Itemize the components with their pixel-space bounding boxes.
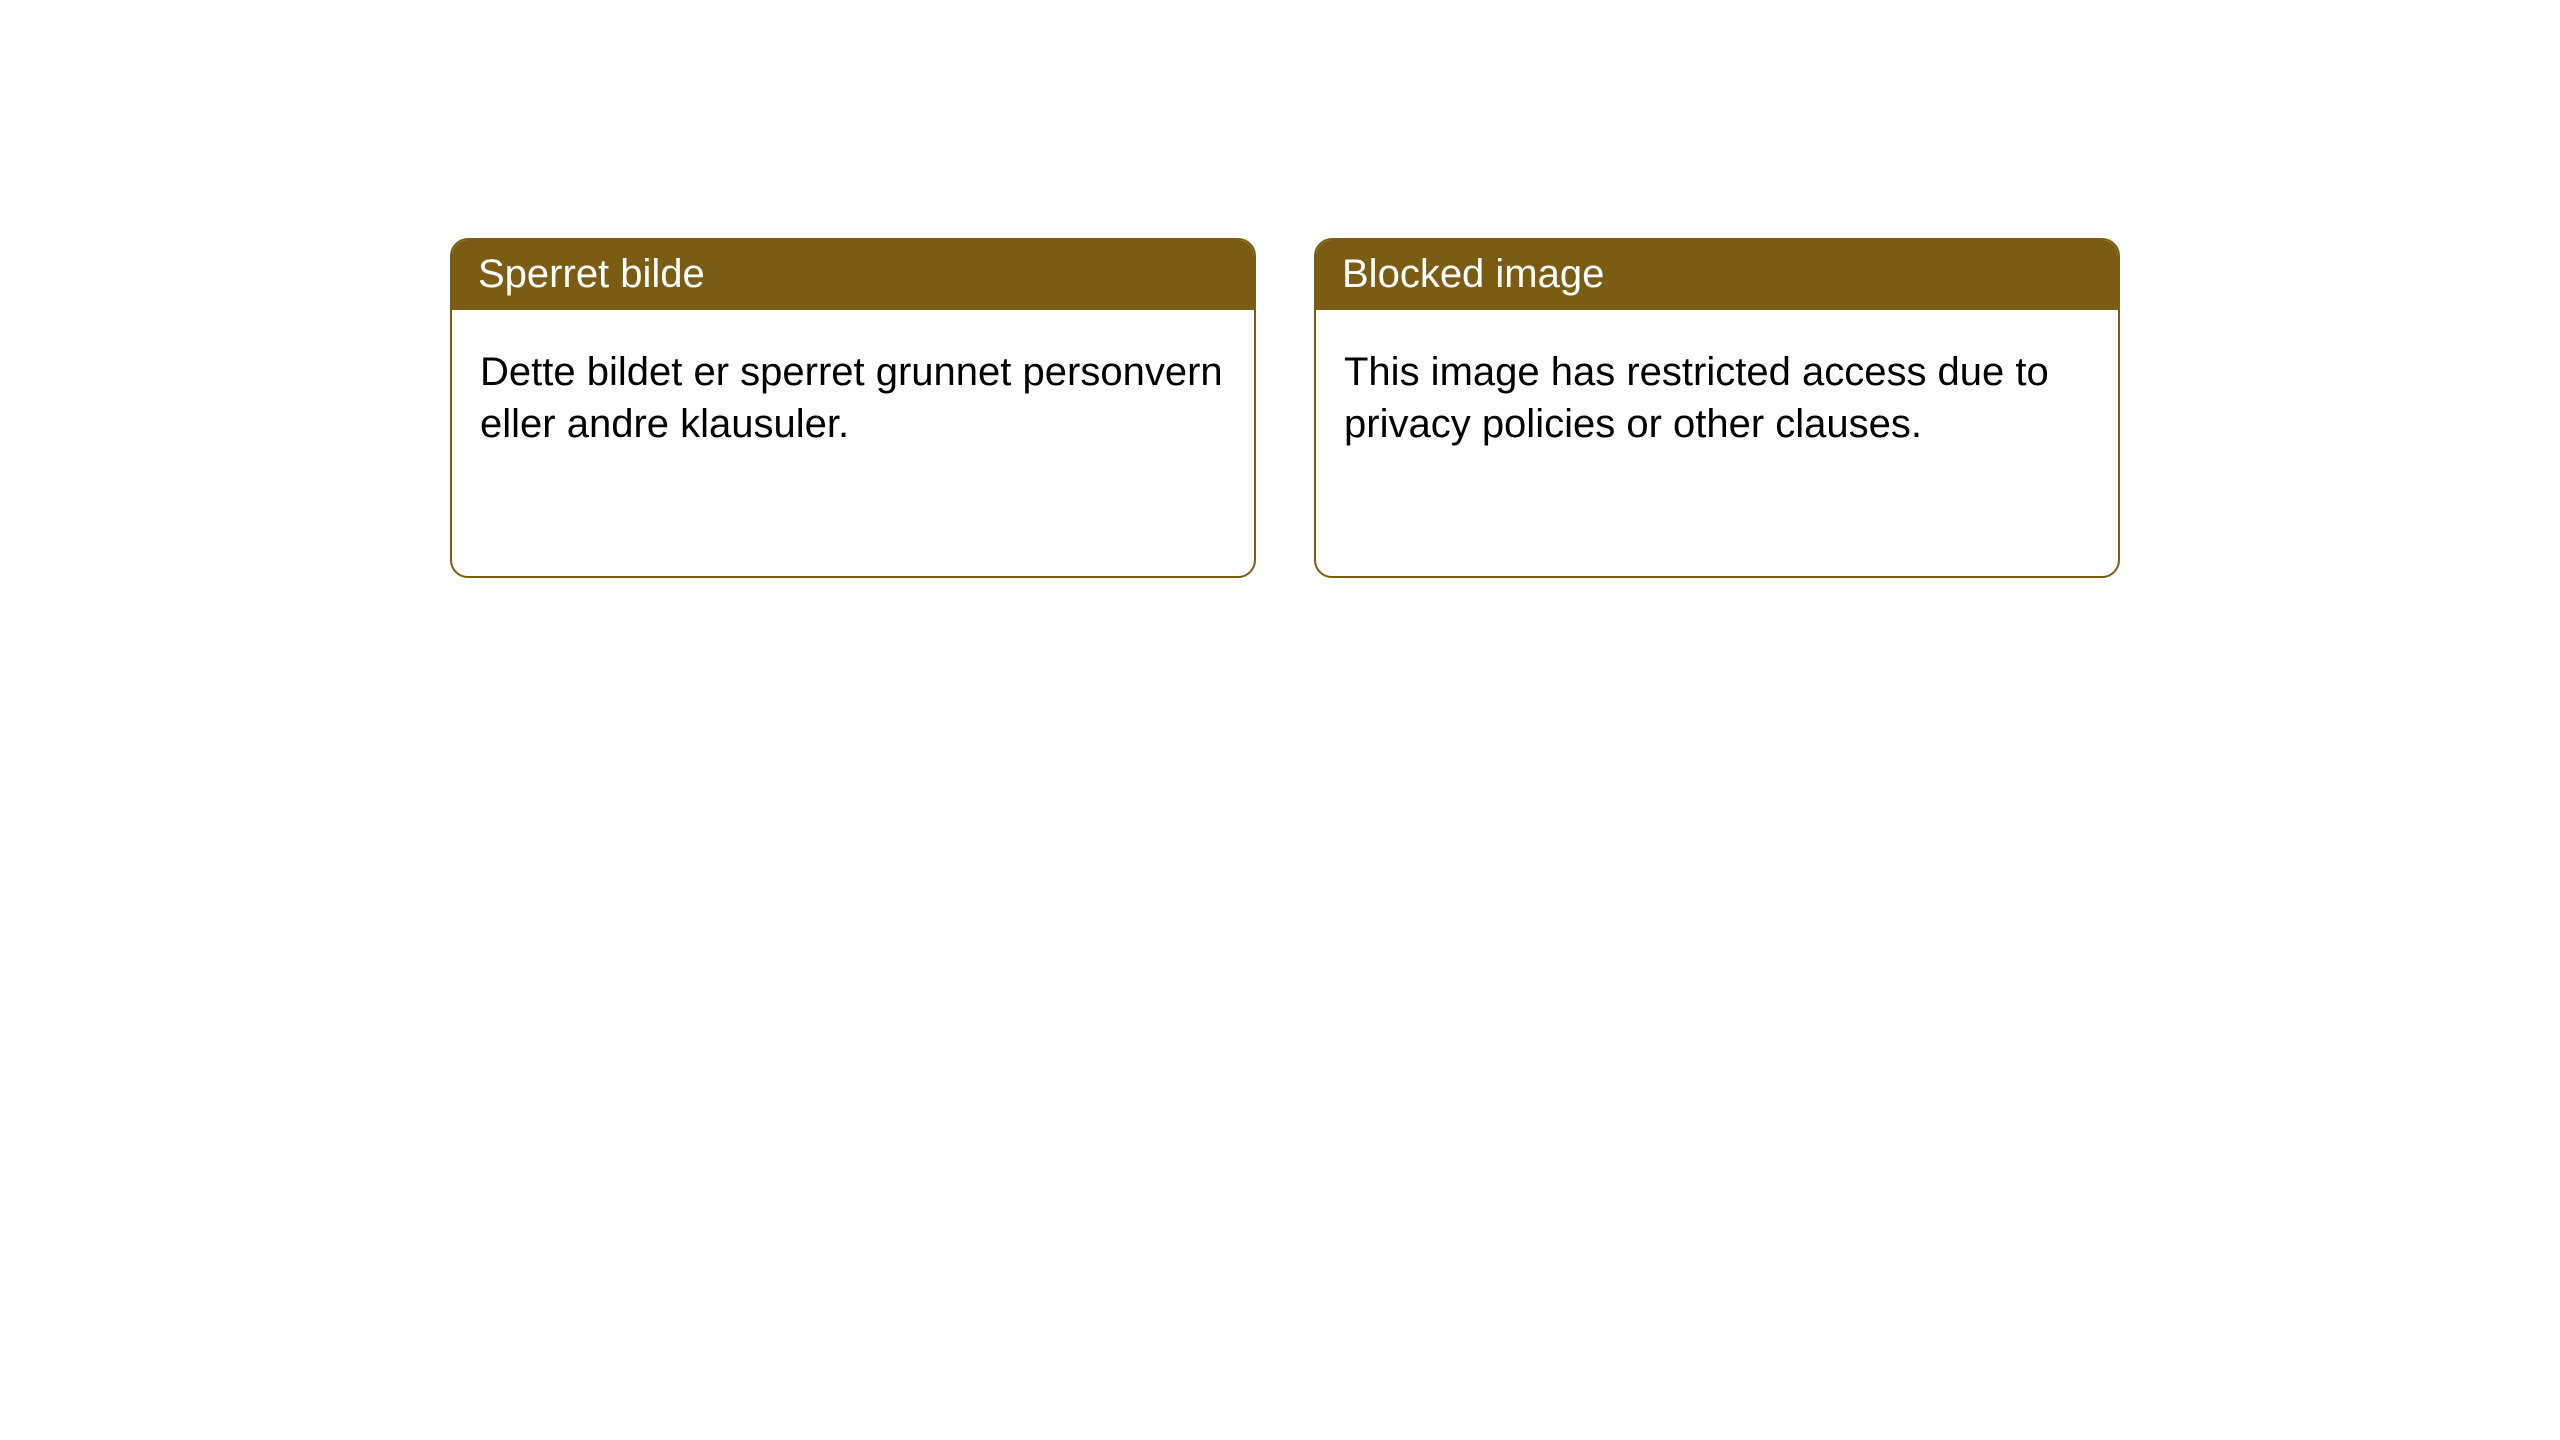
notice-body-norwegian: Dette bildet er sperret grunnet personve… bbox=[452, 310, 1254, 478]
notice-header-english: Blocked image bbox=[1316, 240, 2118, 310]
notice-body-english: This image has restricted access due to … bbox=[1316, 310, 2118, 478]
notice-header-norwegian: Sperret bilde bbox=[452, 240, 1254, 310]
notice-card-english: Blocked image This image has restricted … bbox=[1314, 238, 2120, 578]
notice-card-norwegian: Sperret bilde Dette bildet er sperret gr… bbox=[450, 238, 1256, 578]
notice-container: Sperret bilde Dette bildet er sperret gr… bbox=[0, 0, 2560, 578]
